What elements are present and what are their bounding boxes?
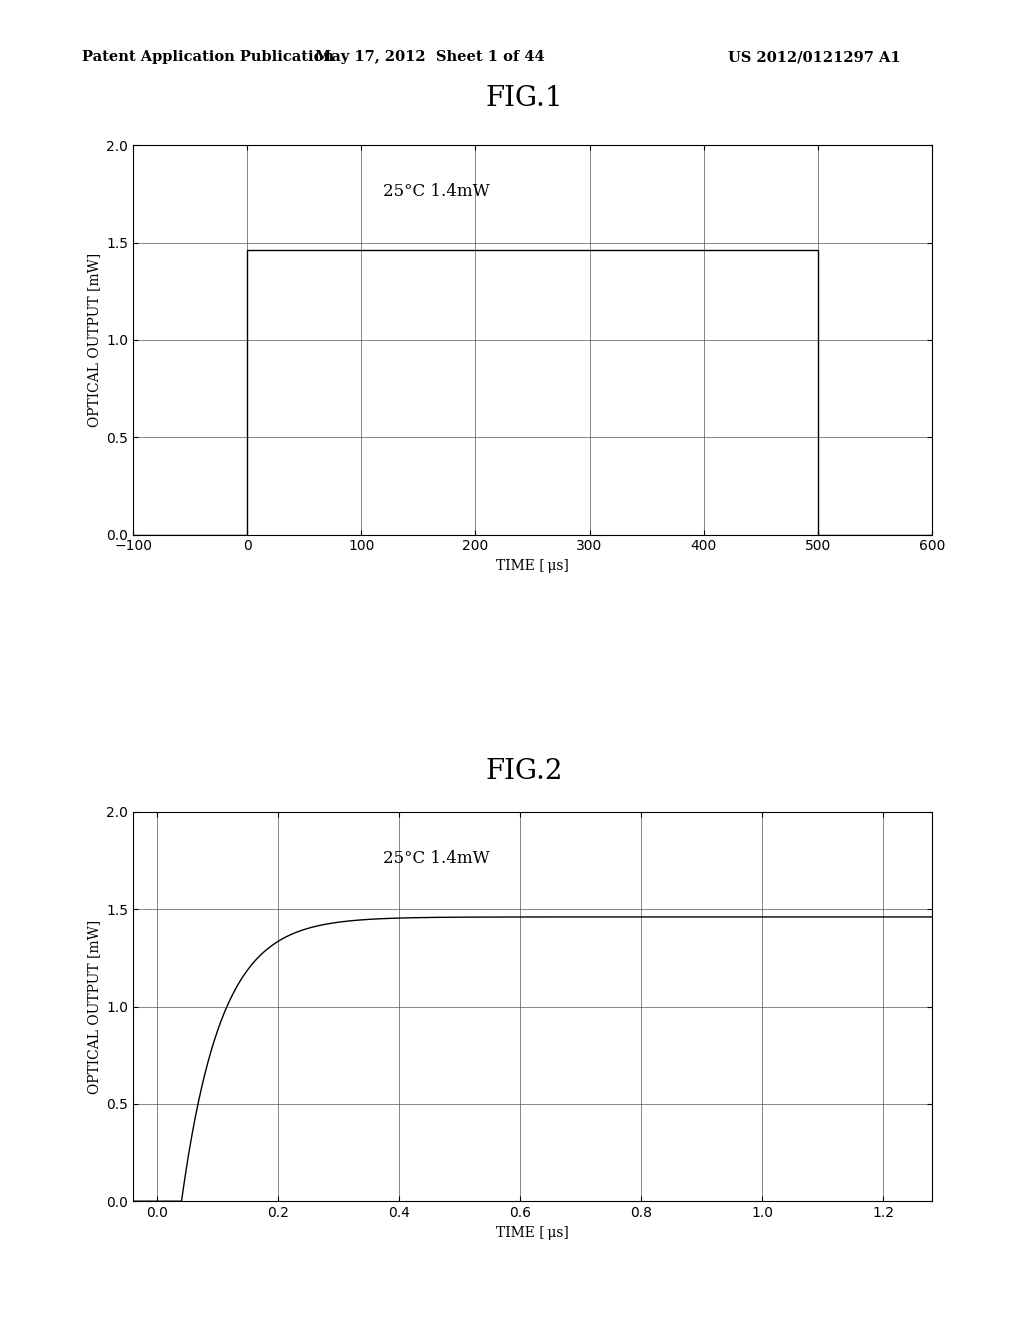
Y-axis label: OPTICAL OUTPUT [mW]: OPTICAL OUTPUT [mW] [87,919,100,1094]
Text: 25°C 1.4mW: 25°C 1.4mW [383,850,490,867]
X-axis label: TIME [ μs]: TIME [ μs] [496,1225,569,1239]
Text: May 17, 2012  Sheet 1 of 44: May 17, 2012 Sheet 1 of 44 [315,50,545,65]
X-axis label: TIME [ μs]: TIME [ μs] [496,558,569,573]
Y-axis label: OPTICAL OUTPUT [mW]: OPTICAL OUTPUT [mW] [87,252,100,428]
Text: FIG.1: FIG.1 [485,86,563,112]
Text: Patent Application Publication: Patent Application Publication [82,50,334,65]
Text: US 2012/0121297 A1: US 2012/0121297 A1 [728,50,901,65]
Text: 25°C 1.4mW: 25°C 1.4mW [383,183,490,201]
Text: FIG.2: FIG.2 [485,759,563,785]
